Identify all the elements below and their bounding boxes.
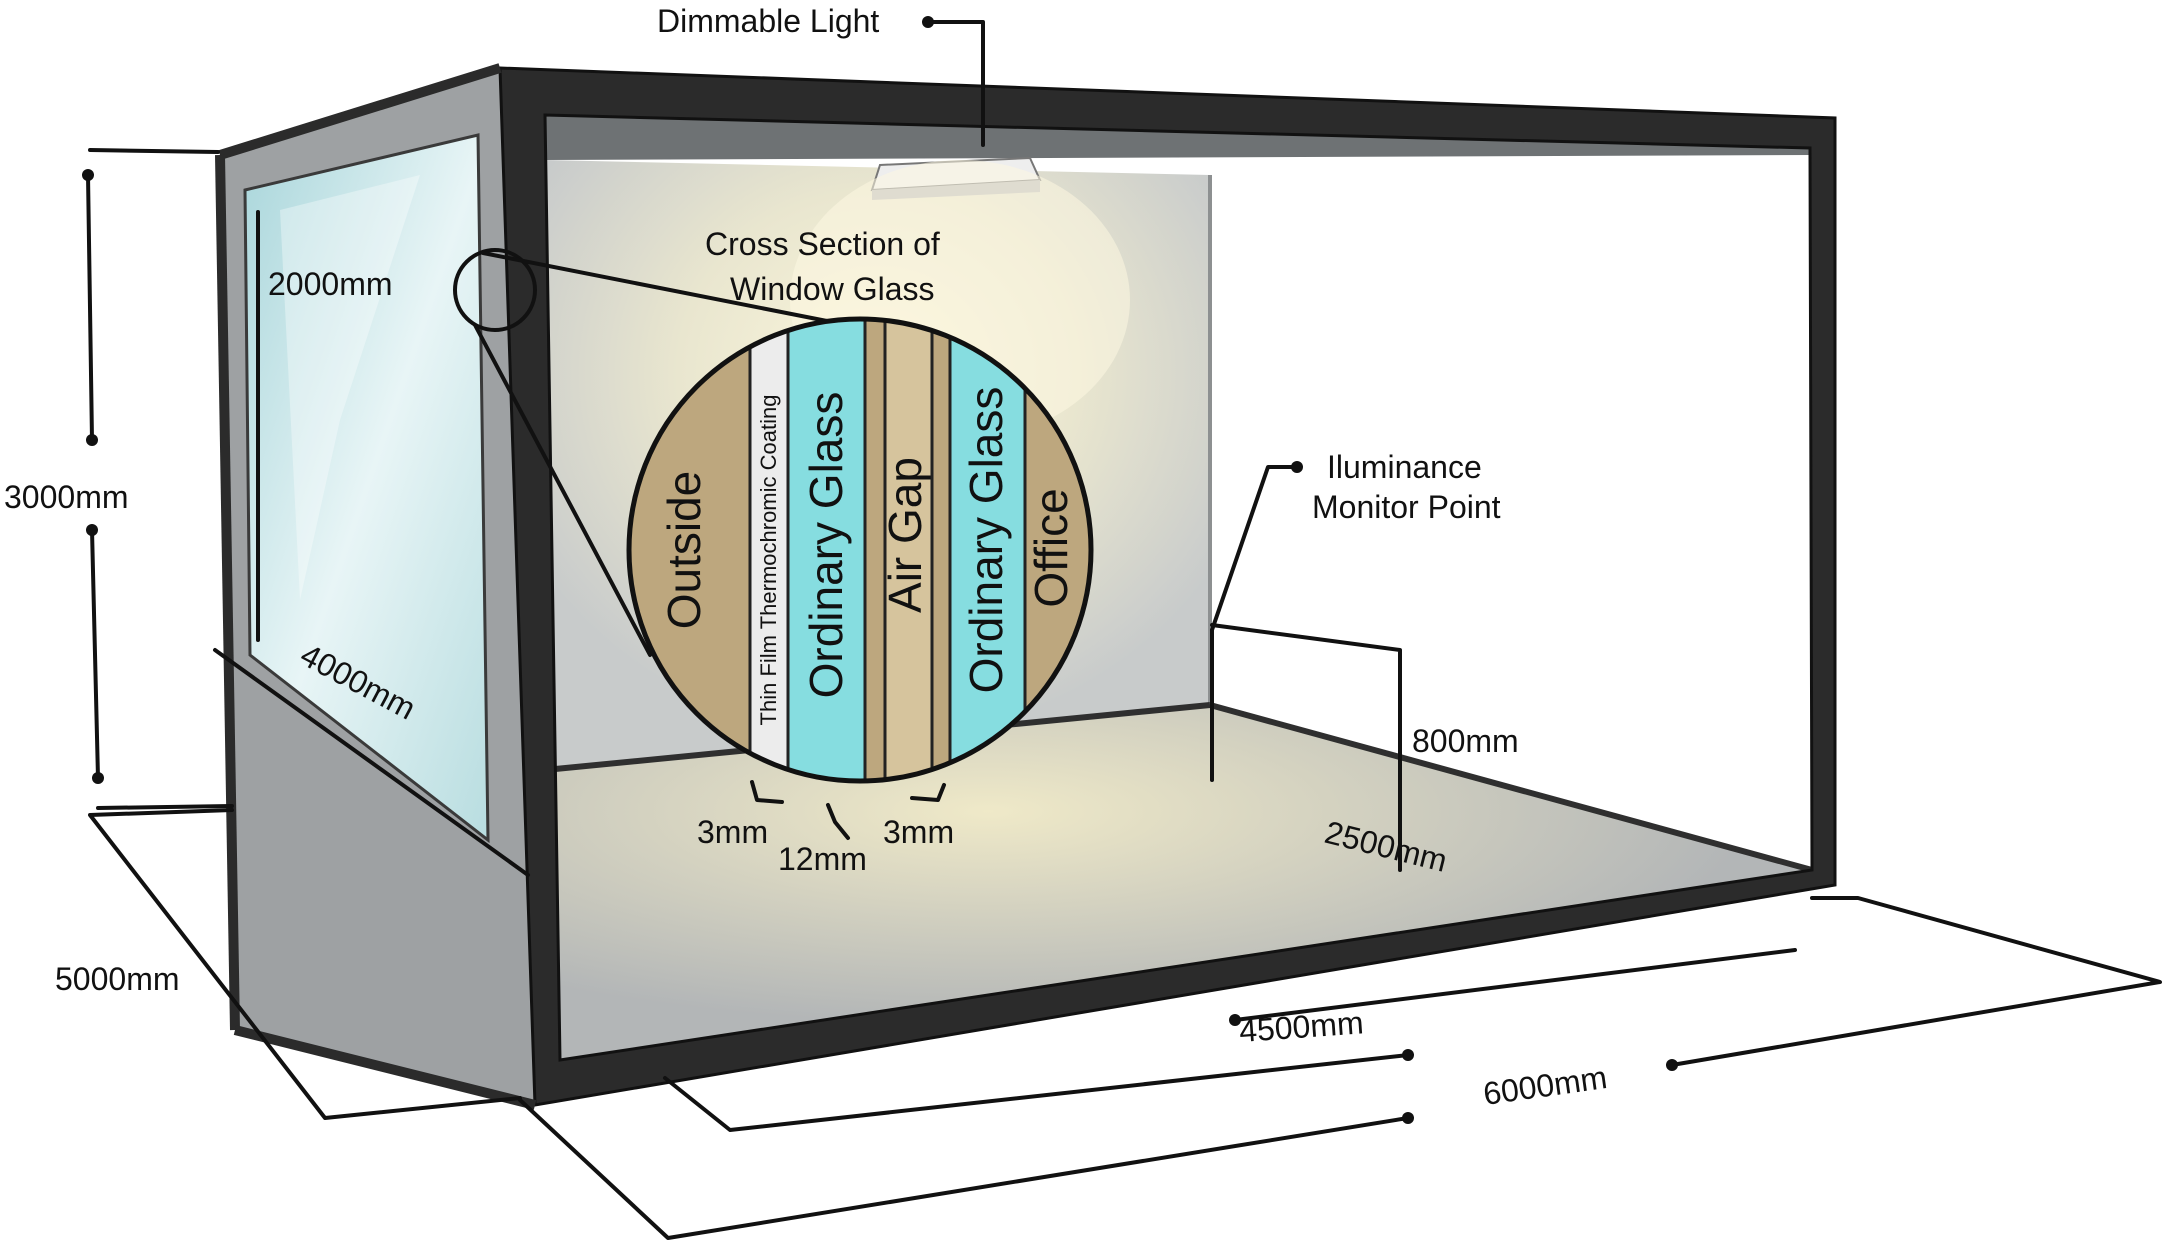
- layer-spacer-1: [865, 319, 885, 781]
- thickness-label-1: 3mm: [697, 814, 768, 850]
- bracket-12mm: [826, 803, 850, 840]
- layer-label-coating: Thin Film Thermochromic Coating: [756, 395, 781, 726]
- window-pane: [243, 133, 490, 844]
- layer-spacer-2: [932, 319, 950, 781]
- dim-dot: [1229, 1014, 1241, 1026]
- illuminance-leader: [1210, 465, 1299, 632]
- floor: [545, 705, 1812, 1060]
- dim-window-height-label: 2000mm: [268, 266, 393, 302]
- bracket-3mm-b: [910, 783, 946, 802]
- illuminance-label-2: Monitor Point: [1312, 489, 1501, 525]
- dim-3000-lower: [90, 528, 100, 780]
- dim-depth-label: 5000mm: [55, 961, 180, 997]
- dimmable-light-leader: [926, 20, 985, 147]
- side-top-edge: [218, 63, 502, 160]
- dim-dot: [1402, 1049, 1414, 1061]
- dim-dot: [1666, 1059, 1678, 1071]
- dim-3000-bottom-tick: [96, 804, 234, 810]
- dim-4500-lower: [663, 1053, 1410, 1132]
- layer-coating: [750, 319, 788, 781]
- magnify-line-top: [481, 251, 834, 324]
- dim-3000-upper: [86, 173, 94, 442]
- dim-monitor-height-label: 800mm: [1412, 723, 1519, 759]
- cross-section-title-2: Window Glass: [730, 271, 935, 307]
- dim-6000-lower: [518, 1098, 1410, 1240]
- dim-6000-right: [1670, 896, 2162, 1067]
- monitor-height-line: [1210, 623, 1402, 872]
- front-frame: [498, 66, 1837, 1107]
- cross-section-outline: [626, 316, 1094, 784]
- leader-dot: [922, 16, 934, 28]
- bracket-3mm-a: [750, 780, 784, 804]
- window-reflection-streak: [280, 175, 420, 600]
- layer-glass-1: [788, 319, 865, 781]
- illuminance-label-1: Iluminance: [1327, 449, 1482, 485]
- side-bottom-edge: [233, 1025, 537, 1110]
- thickness-label-3: 3mm: [883, 814, 954, 850]
- layer-air-gap: [885, 319, 932, 781]
- dim-dot: [1402, 1112, 1414, 1124]
- cross-section-circle: [629, 319, 1091, 781]
- dim-4000-line: [213, 648, 530, 877]
- layer-label-outside: Outside: [658, 471, 710, 630]
- floor-right-edge: [1209, 702, 1813, 873]
- dim-height-label: 3000mm: [4, 479, 129, 515]
- dim-5000-line: [88, 808, 522, 1120]
- layer-label-glass-2: Ordinary Glass: [960, 387, 1012, 694]
- dim-dot: [92, 772, 104, 784]
- leader-dot: [1291, 461, 1303, 473]
- magnify-source-circle: [453, 248, 537, 332]
- layer-label-office: Office: [1025, 488, 1077, 607]
- dim-dot: [86, 434, 98, 446]
- dim-inner-width-label: 4500mm: [1238, 1004, 1365, 1049]
- dim-outer-width-label: 6000mm: [1481, 1059, 1609, 1112]
- layer-glass-2: [950, 319, 1025, 781]
- layer-label-glass-1: Ordinary Glass: [800, 392, 852, 699]
- dim-dot: [86, 524, 98, 536]
- dim-dot: [82, 169, 94, 181]
- dim-4500-upper: [1233, 948, 1797, 1022]
- dim-3000-top-tick: [88, 148, 220, 154]
- cross-section-title-1: Cross Section of: [705, 226, 940, 262]
- side-back-edge: [215, 154, 240, 1031]
- layer-label-air-gap: Air Gap: [879, 457, 931, 613]
- magnify-line-bottom: [473, 323, 652, 657]
- dimmable-light-label: Dimmable Light: [657, 3, 879, 39]
- thickness-label-2: 12mm: [778, 841, 867, 877]
